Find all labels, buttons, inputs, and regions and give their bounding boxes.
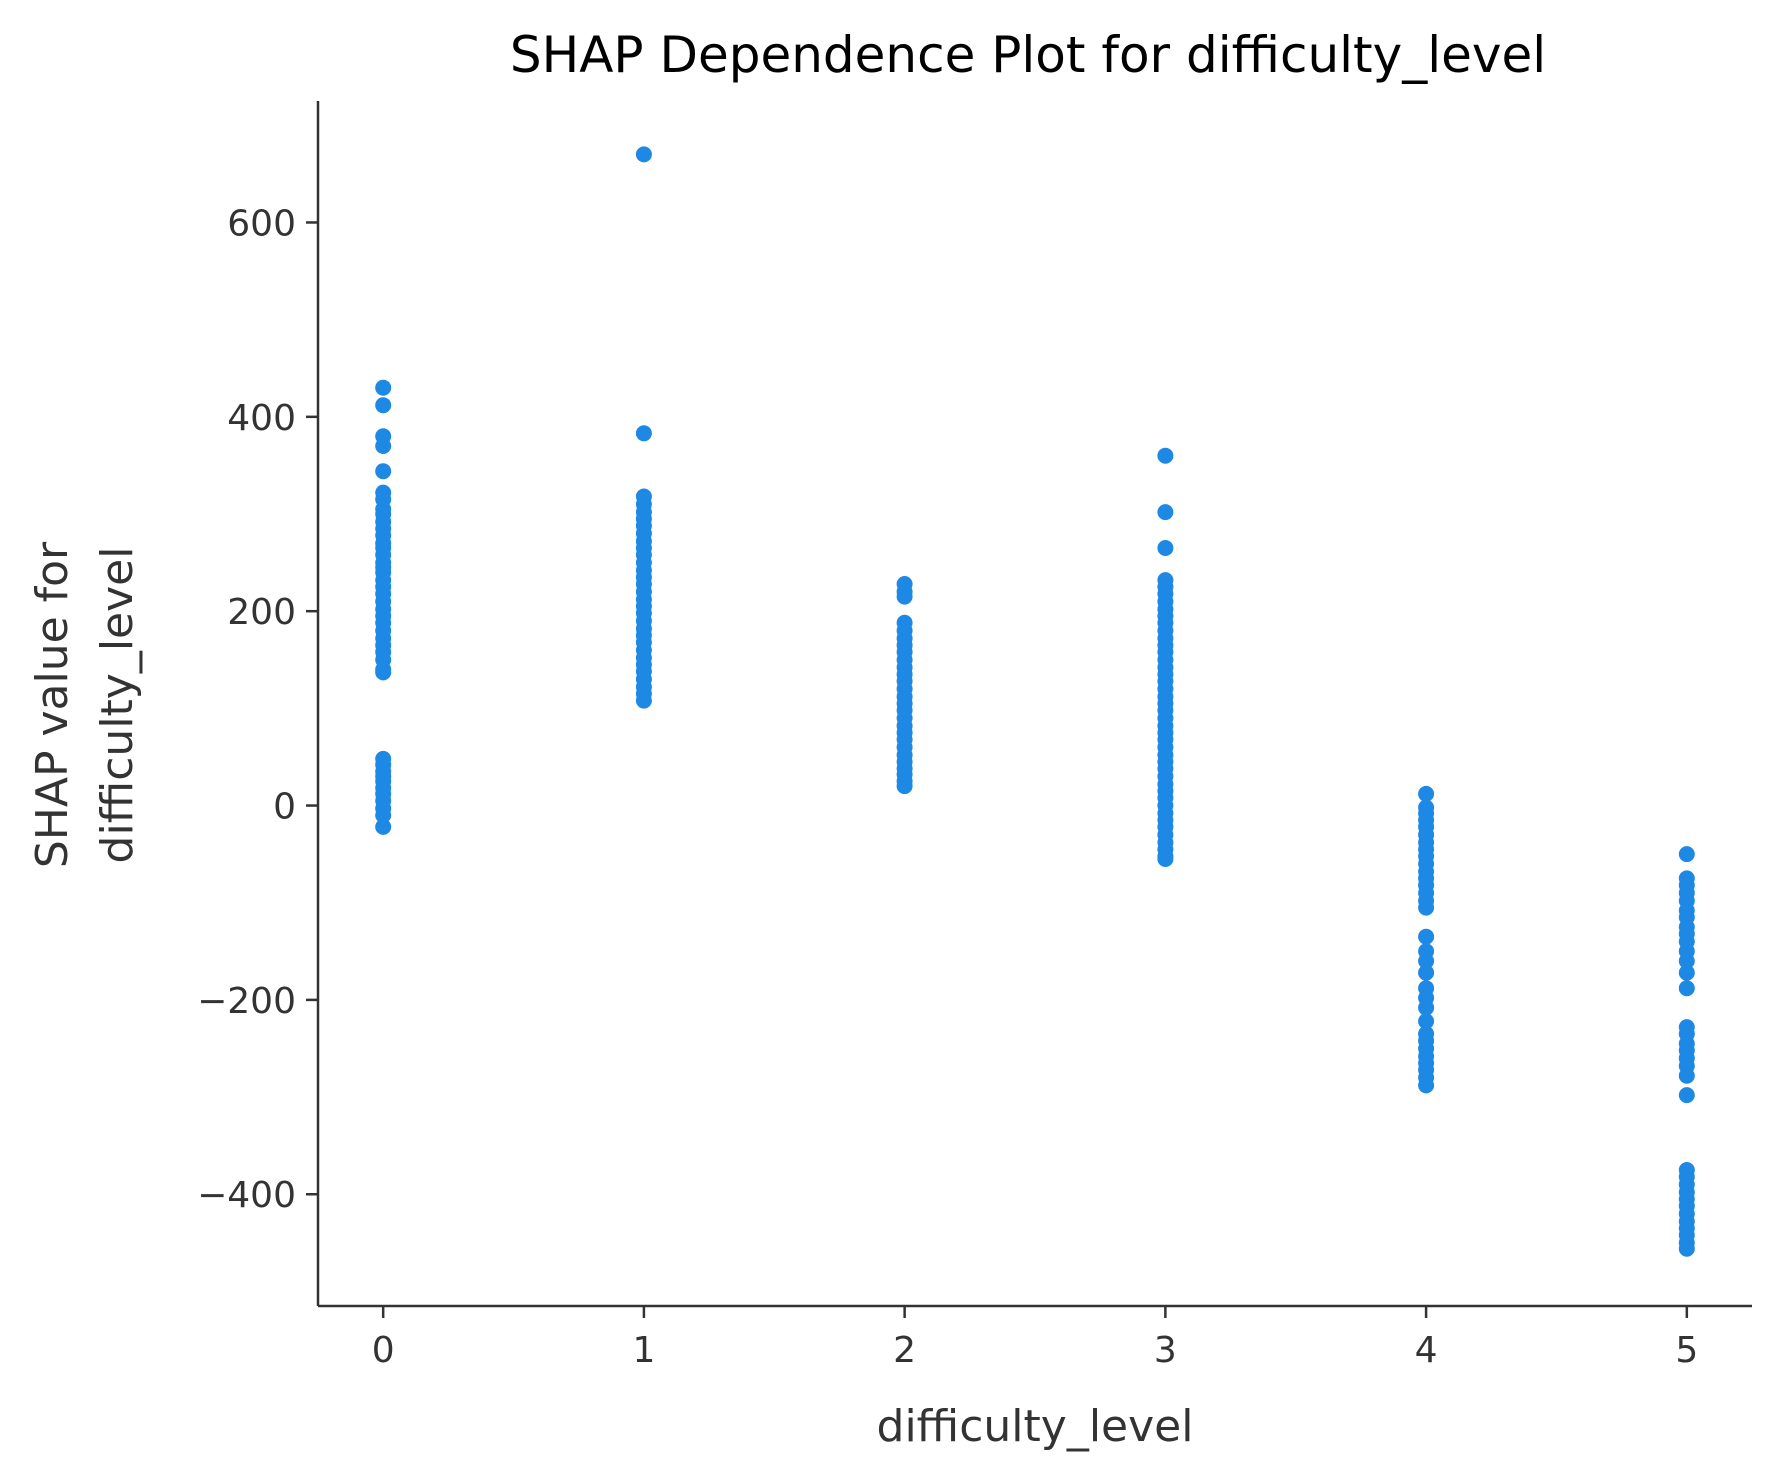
chart-title: SHAP Dependence Plot for difficulty_leve… — [510, 26, 1546, 84]
scatter-point — [1678, 846, 1695, 863]
x-axis-ticks: 0 1 2 3 4 5 — [372, 1306, 1698, 1371]
scatter-point — [1157, 851, 1174, 867]
x-tick-label: 4 — [1415, 1330, 1438, 1371]
scatter-point — [1157, 447, 1174, 464]
y-tick-label: 600 — [227, 203, 296, 244]
y-axis-label-line-2: difficulty_level — [92, 547, 143, 864]
x-tick-label: 1 — [632, 1330, 655, 1371]
scatter-point — [1418, 1013, 1435, 1030]
scatter-point — [375, 807, 392, 824]
x-axis-label: difficulty_level — [877, 1401, 1194, 1452]
scatter-point — [1418, 899, 1435, 916]
scatter-point — [1157, 504, 1174, 521]
scatter-point — [1678, 1240, 1695, 1257]
y-axis-ticks: −400 −200 0 200 400 600 — [197, 203, 318, 1216]
scatter-point — [896, 778, 913, 795]
scatter-point — [375, 818, 392, 835]
scatter-point — [375, 438, 392, 454]
y-tick-label: 400 — [227, 398, 296, 439]
scatter-point — [375, 397, 392, 414]
scatter-point — [1678, 964, 1695, 981]
scatter-point — [1157, 540, 1174, 556]
scatter-point — [1418, 999, 1435, 1016]
scatter-point — [1678, 1067, 1695, 1084]
x-tick-label: 0 — [372, 1330, 395, 1371]
y-tick-label: 0 — [273, 787, 296, 828]
scatter-point — [1418, 964, 1435, 981]
scatter-point — [1678, 980, 1695, 997]
scatter-point — [1418, 928, 1435, 945]
points-layer — [375, 146, 1695, 1257]
scatter-point — [1418, 1077, 1435, 1094]
y-tick-label: 200 — [227, 592, 296, 633]
scatter-point — [375, 664, 392, 681]
scatter-point — [635, 425, 652, 442]
x-tick-label: 3 — [1154, 1330, 1177, 1371]
scatter-point — [1418, 785, 1435, 802]
scatter-point — [375, 379, 392, 396]
scatter-point — [1418, 953, 1435, 969]
scatter-point — [375, 463, 392, 480]
scatter-point — [1678, 1087, 1695, 1104]
scatter-point — [635, 692, 652, 709]
x-tick-label: 2 — [893, 1330, 916, 1371]
y-axis-label-line-1: SHAP value for — [27, 541, 78, 868]
x-tick-label: 5 — [1675, 1330, 1698, 1371]
y-tick-label: −400 — [197, 1175, 296, 1216]
scatter-point — [1678, 953, 1695, 969]
y-tick-label: −200 — [197, 981, 296, 1022]
plot-area — [375, 146, 1695, 1257]
scatter-point — [896, 588, 913, 605]
scatter-point — [635, 146, 652, 163]
